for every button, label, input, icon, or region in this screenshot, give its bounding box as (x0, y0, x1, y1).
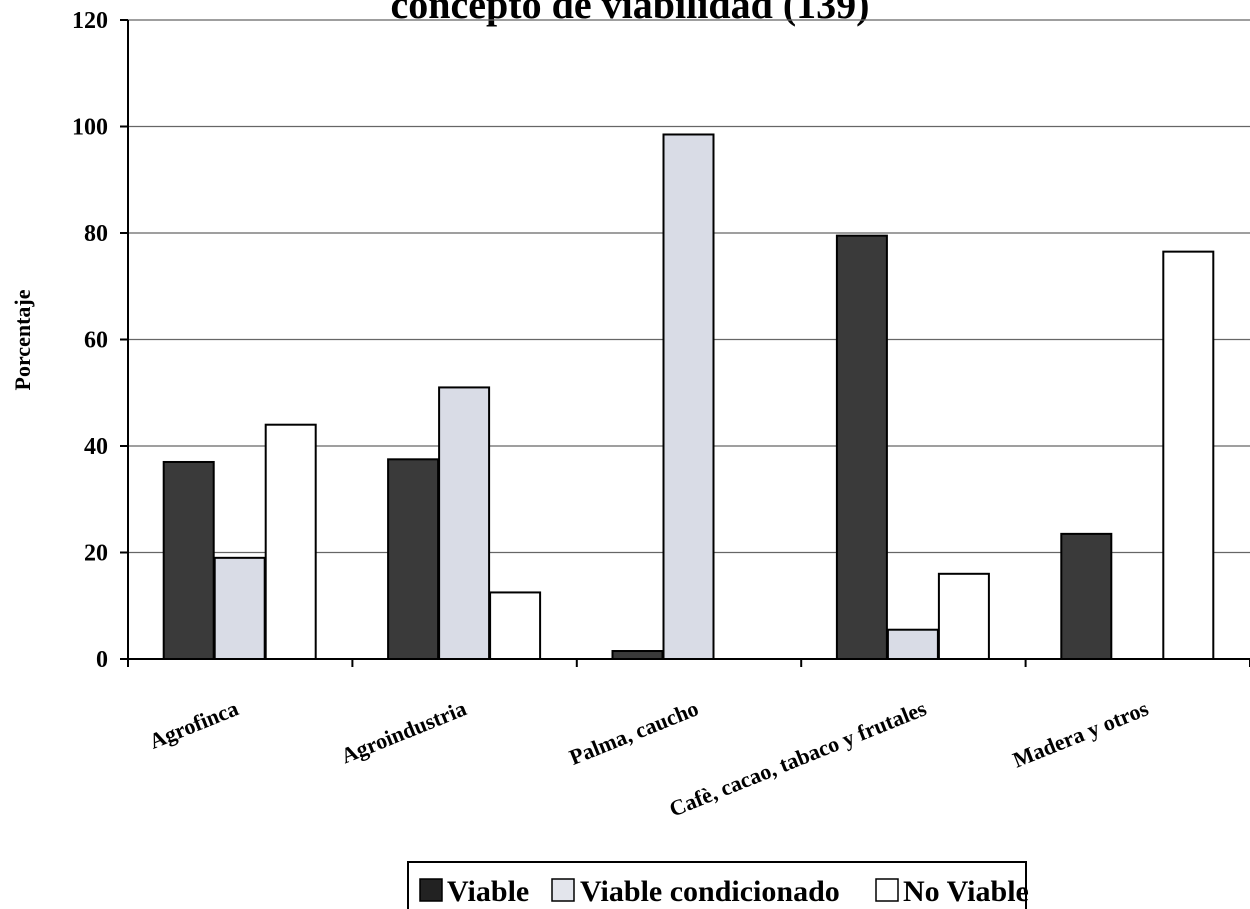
category-label: Madera y otros (1009, 695, 1152, 772)
bars (162, 133, 1215, 661)
y-axis-label: Porcentaje (10, 289, 35, 390)
legend-label-viable-condicionado: Viable condicionado (580, 875, 840, 908)
category-labels: Agrofinca Agroindustria Palma, cauchoCafè,… (146, 695, 1153, 821)
bar-viable-0 (162, 460, 215, 660)
legend-label-no-viable: No Viable (903, 875, 1029, 908)
category-label: Agroindustria (337, 695, 470, 768)
y-tick-label: 20 (84, 541, 108, 567)
bar-viable-condicionado-1 (438, 386, 491, 660)
category-label: Cafè, cacao, tabaco y frutales (666, 695, 931, 821)
x-tick-marks (127, 659, 1250, 667)
legend-box (407, 861, 1027, 909)
y-tick-label: 120 (72, 8, 108, 34)
y-tick-label: 60 (84, 328, 108, 354)
category-label: Palma, caucho (566, 695, 702, 769)
legend: Viable Viable condicionado No Viable (407, 861, 1029, 909)
y-tick-label: 0 (96, 647, 108, 673)
y-tick-label: 100 (72, 115, 108, 141)
bar-viable-condicionado-3 (886, 628, 939, 661)
bar-viable-condicionado-2 (662, 133, 715, 661)
bar-viable-condicionado-0 (213, 556, 266, 661)
legend-swatch-no-viable (875, 878, 899, 902)
legend-swatch-viable-condicionado (551, 878, 575, 902)
bar-no-viable-3 (937, 572, 990, 660)
bar-viable-1 (387, 458, 440, 660)
bar-viable-2 (611, 650, 664, 661)
bar-no-viable-4 (1162, 250, 1215, 660)
bar-no-viable-1 (489, 591, 542, 660)
chart-title: concepto de viabilidad (139) (391, 0, 870, 27)
legend-swatch-viable (419, 878, 443, 902)
category-label: Agrofinca (146, 695, 242, 753)
y-tick-label: 80 (84, 221, 108, 247)
y-tick-label: 40 (84, 434, 108, 460)
bar-no-viable-0 (264, 423, 317, 661)
legend-label-viable: Viable (447, 875, 529, 908)
bar-viable-3 (835, 234, 888, 660)
bar-viable-4 (1060, 532, 1113, 660)
y-tick-labels: 0 20 40 60 80 100 120 (72, 8, 108, 673)
